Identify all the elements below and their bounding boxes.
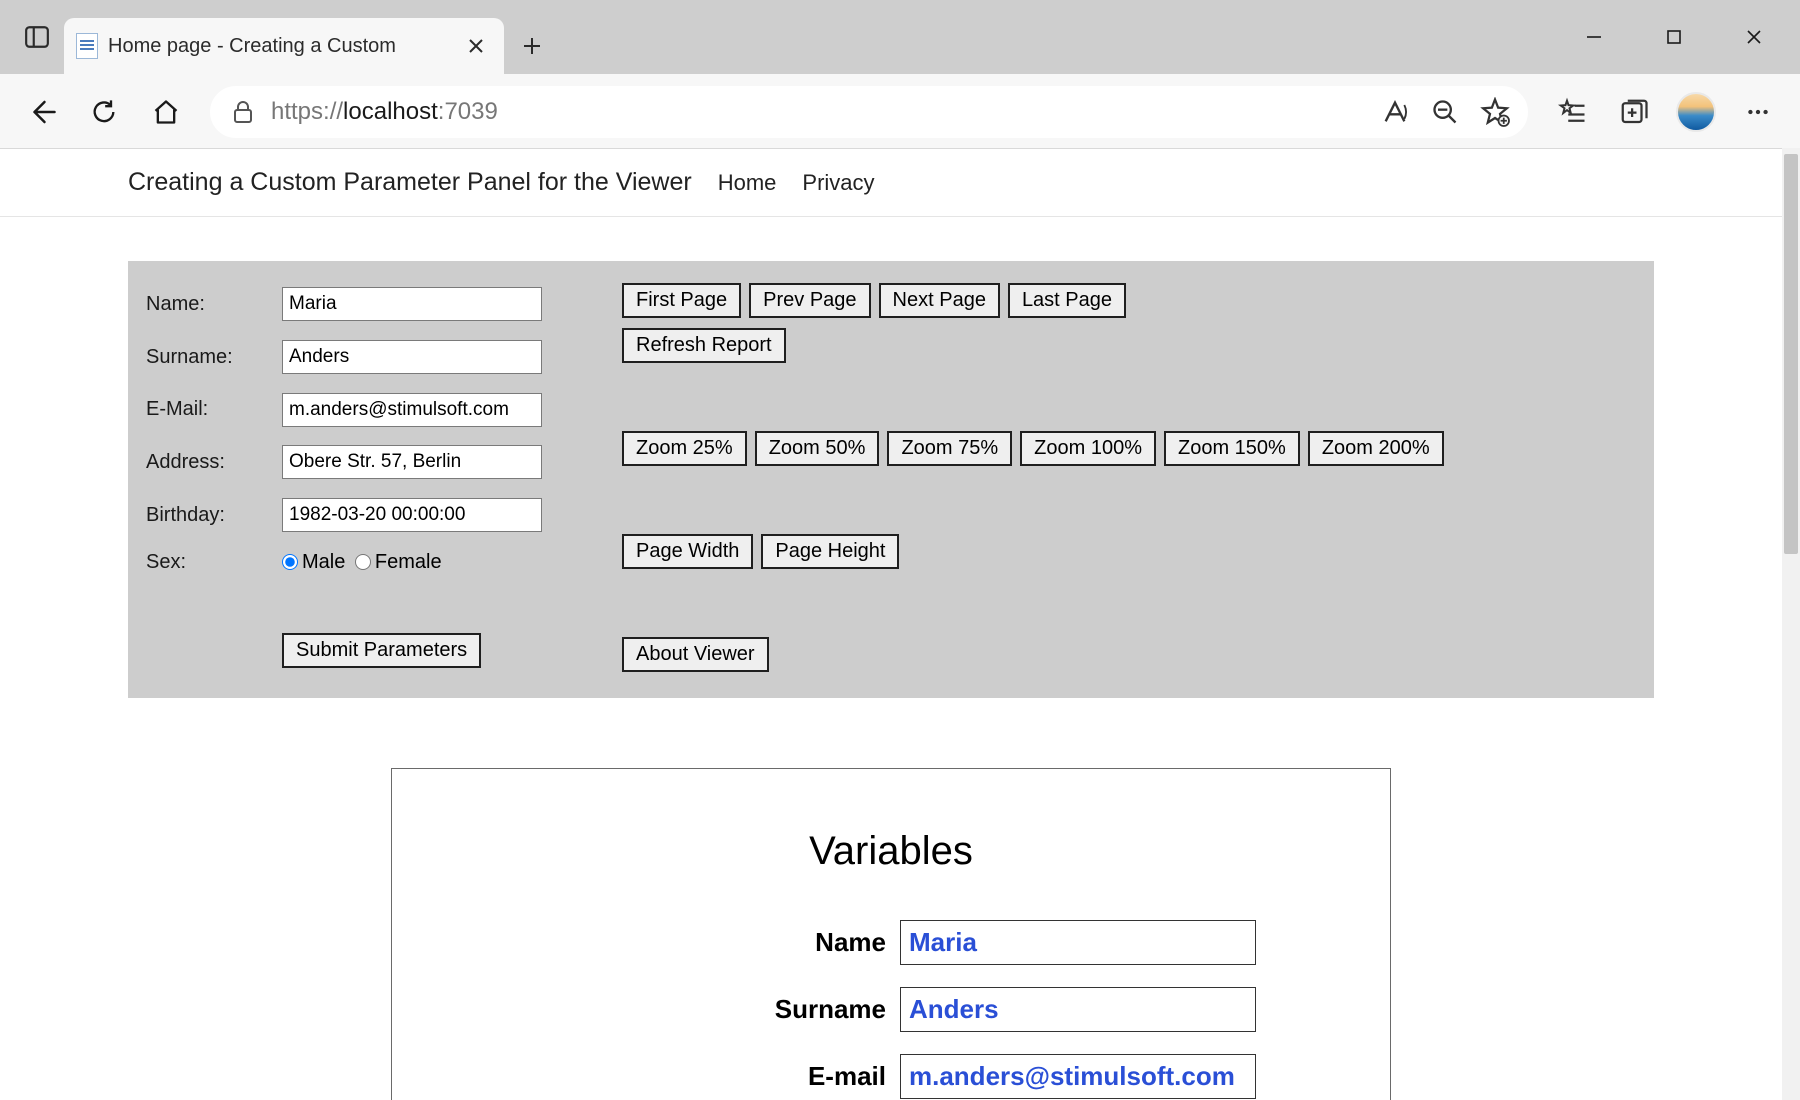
next-page-button[interactable]: Next Page: [879, 283, 1000, 318]
page-content: Creating a Custom Parameter Panel for th…: [0, 148, 1782, 1100]
report-label-name: Name: [526, 927, 886, 958]
label-surname: Surname:: [146, 346, 276, 369]
refresh-report-button[interactable]: Refresh Report: [622, 328, 786, 363]
address-bar[interactable]: https://localhost:7039: [210, 86, 1528, 138]
zoom-150-button[interactable]: Zoom 150%: [1164, 431, 1300, 466]
radio-male[interactable]: [282, 554, 298, 570]
browser-tabstrip: Home page - Creating a Custom: [0, 0, 1800, 74]
parameter-panel: Name: Surname: E-Mail: Address: Birthday…: [128, 261, 1654, 698]
report-row-surname: Surname Anders: [432, 987, 1350, 1032]
favorite-add-button[interactable]: [1479, 96, 1511, 128]
nav-privacy-link[interactable]: Privacy: [802, 170, 874, 196]
tab-title: Home page - Creating a Custom: [108, 35, 452, 58]
input-surname[interactable]: [282, 340, 542, 374]
panel-icon: [24, 24, 50, 50]
read-aloud-icon: [1381, 98, 1409, 126]
url-text: https://localhost:7039: [271, 98, 1365, 126]
last-page-button[interactable]: Last Page: [1008, 283, 1126, 318]
home-icon: [152, 98, 180, 126]
report-preview: Variables Name Maria Surname Anders E-ma…: [391, 768, 1391, 1100]
nav-home-link[interactable]: Home: [718, 170, 777, 196]
window-controls: [1554, 0, 1800, 74]
radio-female[interactable]: [355, 554, 371, 570]
label-address: Address:: [146, 451, 276, 474]
favorites-icon: [1557, 97, 1587, 127]
report-row-name: Name Maria: [432, 920, 1350, 965]
input-email[interactable]: [282, 393, 542, 427]
zoom-25-button[interactable]: Zoom 25%: [622, 431, 747, 466]
page-width-button[interactable]: Page Width: [622, 534, 753, 569]
label-sex: Sex:: [146, 551, 276, 574]
report-label-email: E-mail: [526, 1061, 886, 1092]
report-title: Variables: [432, 829, 1350, 874]
plus-icon: [522, 36, 542, 56]
report-value-surname: Anders: [900, 987, 1256, 1032]
close-icon: [468, 38, 484, 54]
input-name[interactable]: [282, 287, 542, 321]
more-icon: [1745, 99, 1771, 125]
label-email: E-Mail:: [146, 398, 276, 421]
label-name: Name:: [146, 293, 276, 316]
zoom-50-button[interactable]: Zoom 50%: [755, 431, 880, 466]
maximize-icon: [1666, 29, 1682, 45]
report-value-email: m.anders@stimulsoft.com: [900, 1054, 1256, 1099]
scrollbar-thumb[interactable]: [1784, 154, 1798, 554]
viewer-controls: First Page Prev Page Next Page Last Page…: [622, 283, 1444, 672]
vertical-scrollbar[interactable]: [1782, 148, 1800, 1100]
read-aloud-button[interactable]: [1379, 96, 1411, 128]
zoom-200-button[interactable]: Zoom 200%: [1308, 431, 1444, 466]
zoom-out-button[interactable]: [1429, 96, 1461, 128]
parameter-form: Name: Surname: E-Mail: Address: Birthday…: [146, 283, 542, 672]
window-maximize-button[interactable]: [1634, 0, 1714, 74]
window-close-button[interactable]: [1714, 0, 1794, 74]
window-minimize-button[interactable]: [1554, 0, 1634, 74]
report-row-email: E-mail m.anders@stimulsoft.com: [432, 1054, 1350, 1099]
url-scheme: https://: [271, 98, 343, 126]
avatar-icon: [1676, 92, 1716, 132]
report-value-name: Maria: [900, 920, 1256, 965]
minimize-icon: [1585, 28, 1603, 46]
settings-menu-button[interactable]: [1730, 84, 1786, 140]
star-plus-icon: [1480, 97, 1510, 127]
prev-page-button[interactable]: Prev Page: [749, 283, 870, 318]
page-favicon-icon: [76, 33, 98, 59]
new-tab-button[interactable]: [504, 18, 560, 74]
refresh-icon: [90, 98, 118, 126]
radio-male-label: Male: [302, 551, 345, 574]
close-icon: [1745, 28, 1763, 46]
zoom-out-icon: [1431, 98, 1459, 126]
submit-parameters-button[interactable]: Submit Parameters: [282, 633, 481, 668]
nav-back-button[interactable]: [14, 84, 70, 140]
url-port: :7039: [438, 98, 498, 126]
browser-toolbar: https://localhost:7039: [0, 74, 1800, 148]
zoom-75-button[interactable]: Zoom 75%: [887, 431, 1012, 466]
sex-radio-group: Male Female: [282, 551, 542, 574]
profile-button[interactable]: [1668, 84, 1724, 140]
label-birthday: Birthday:: [146, 504, 276, 527]
collections-icon: [1619, 97, 1649, 127]
favorites-list-button[interactable]: [1544, 84, 1600, 140]
zoom-100-button[interactable]: Zoom 100%: [1020, 431, 1156, 466]
site-navbar: Creating a Custom Parameter Panel for th…: [0, 149, 1782, 217]
tab-close-button[interactable]: [462, 32, 490, 60]
input-address[interactable]: [282, 445, 542, 479]
first-page-button[interactable]: First Page: [622, 283, 741, 318]
radio-female-label: Female: [375, 551, 442, 574]
page-height-button[interactable]: Page Height: [761, 534, 899, 569]
about-viewer-button[interactable]: About Viewer: [622, 637, 769, 672]
arrow-left-icon: [27, 97, 57, 127]
lock-icon: [232, 100, 254, 124]
nav-refresh-button[interactable]: [76, 84, 132, 140]
site-brand: Creating a Custom Parameter Panel for th…: [128, 168, 692, 197]
url-host: localhost: [343, 98, 438, 126]
report-label-surname: Surname: [526, 994, 886, 1025]
input-birthday[interactable]: [282, 498, 542, 532]
site-info-button[interactable]: [229, 98, 257, 126]
tab-actions-button[interactable]: [10, 0, 64, 74]
nav-home-button[interactable]: [138, 84, 194, 140]
browser-tab[interactable]: Home page - Creating a Custom: [64, 18, 504, 74]
collections-button[interactable]: [1606, 84, 1662, 140]
